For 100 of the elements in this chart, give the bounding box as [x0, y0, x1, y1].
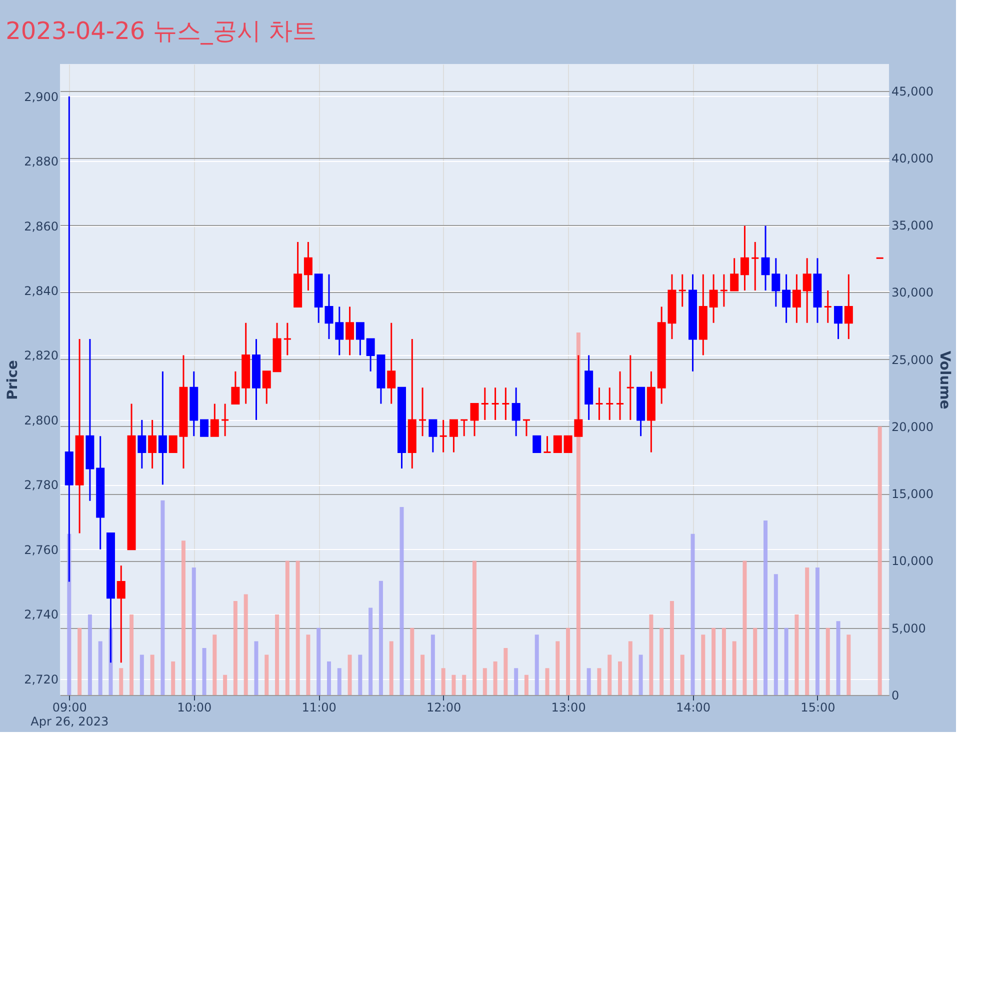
bar — [78, 628, 82, 695]
bar — [784, 628, 788, 695]
candlestick — [200, 419, 209, 437]
candlestick — [709, 274, 718, 324]
candlestick — [262, 370, 271, 405]
candlestick — [356, 322, 364, 356]
bar — [618, 661, 622, 695]
bar — [368, 608, 373, 695]
candlestick — [824, 290, 832, 324]
bar — [181, 540, 186, 695]
candlestick — [138, 419, 146, 470]
bar — [680, 654, 684, 695]
bar — [638, 654, 643, 695]
bar — [285, 560, 290, 695]
bar — [753, 628, 758, 695]
x-tick-label: 12:00 — [426, 700, 462, 714]
bar — [326, 661, 331, 695]
y2-tick-label: 35,000 — [892, 218, 934, 233]
candlestick — [605, 386, 614, 421]
bar — [566, 628, 570, 695]
bar — [608, 654, 612, 695]
bar — [264, 654, 269, 695]
bar — [202, 648, 206, 695]
candlestick — [283, 322, 292, 356]
bar — [878, 426, 882, 695]
bar — [670, 601, 674, 695]
candlestick — [532, 435, 542, 454]
bar — [337, 668, 342, 695]
bar — [524, 674, 528, 695]
candlestick — [148, 419, 157, 470]
y2-tick-label: 30,000 — [892, 286, 934, 300]
bar — [764, 520, 768, 695]
bar — [389, 641, 394, 695]
bar — [296, 560, 300, 695]
bar — [119, 668, 124, 695]
bar — [130, 614, 134, 695]
candlestick — [501, 386, 510, 421]
y-tick-label: 2,760 — [24, 542, 58, 557]
candlestick — [428, 419, 438, 454]
y-tick-label: 2,880 — [24, 154, 58, 169]
bar — [482, 668, 487, 695]
y-tick-label: 2,740 — [24, 608, 58, 622]
bar — [534, 634, 539, 695]
bar — [701, 634, 706, 695]
bar — [846, 634, 851, 695]
bar — [212, 634, 217, 695]
bar — [514, 668, 518, 695]
bar — [150, 654, 154, 695]
bar — [712, 628, 716, 695]
candlestick — [116, 564, 126, 664]
x-tick-label: 13:00 — [551, 700, 586, 714]
candlestick — [616, 370, 624, 421]
bar — [732, 641, 736, 695]
bar — [348, 654, 352, 695]
y2-tick-label: 10,000 — [892, 554, 934, 568]
bar — [597, 668, 602, 695]
candlestick — [844, 274, 853, 340]
candlestick — [449, 419, 458, 454]
candlestick — [346, 306, 354, 356]
bar — [836, 621, 840, 695]
candlestick — [304, 241, 312, 292]
bar — [275, 614, 280, 695]
bar — [400, 507, 404, 695]
candlestick — [802, 257, 812, 324]
bar — [98, 641, 102, 695]
y-tick-label: 2,820 — [24, 348, 58, 363]
bar — [254, 641, 258, 695]
bar — [556, 641, 560, 695]
y-tick-label: 2,860 — [24, 219, 58, 234]
candlestick — [553, 435, 562, 454]
y-tick-label: 2,780 — [24, 478, 58, 492]
bar — [690, 534, 695, 695]
bar — [794, 614, 799, 695]
candlestick — [834, 306, 843, 340]
candlestick — [480, 386, 490, 421]
candlestick — [626, 354, 635, 421]
candlestick — [210, 403, 219, 437]
y-tick-label: 2,720 — [24, 672, 58, 686]
bar — [660, 628, 664, 695]
bar — [223, 674, 228, 695]
candlestick — [792, 274, 801, 324]
bar — [586, 668, 591, 695]
candlestick — [158, 370, 167, 486]
bar — [774, 574, 778, 695]
bar — [378, 580, 383, 695]
bar — [316, 628, 321, 695]
bar — [805, 567, 810, 695]
bar — [826, 628, 830, 695]
candlestick — [522, 419, 531, 437]
bar — [493, 661, 498, 695]
y-tick-label: 2,800 — [24, 413, 58, 428]
bar — [649, 614, 654, 695]
candlestick — [491, 386, 500, 421]
x-tick-label: 15:00 — [800, 700, 836, 714]
bar — [462, 674, 466, 695]
bar — [160, 500, 165, 695]
bar — [192, 567, 196, 695]
bar — [233, 601, 238, 695]
bar — [815, 567, 820, 695]
bar — [358, 654, 362, 695]
